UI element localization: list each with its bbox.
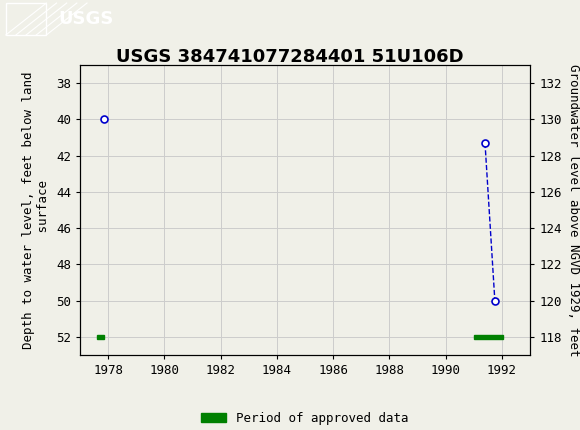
Text: USGS: USGS <box>58 10 113 28</box>
Bar <box>474 335 503 339</box>
Y-axis label: Groundwater level above NGVD 1929, feet: Groundwater level above NGVD 1929, feet <box>567 64 580 356</box>
Bar <box>6 3 46 35</box>
Bar <box>97 335 104 339</box>
Y-axis label: Depth to water level, feet below land
 surface: Depth to water level, feet below land su… <box>23 71 50 349</box>
Legend: Period of approved data: Period of approved data <box>196 407 414 430</box>
Text: USGS 384741077284401 51U106D: USGS 384741077284401 51U106D <box>116 48 464 66</box>
